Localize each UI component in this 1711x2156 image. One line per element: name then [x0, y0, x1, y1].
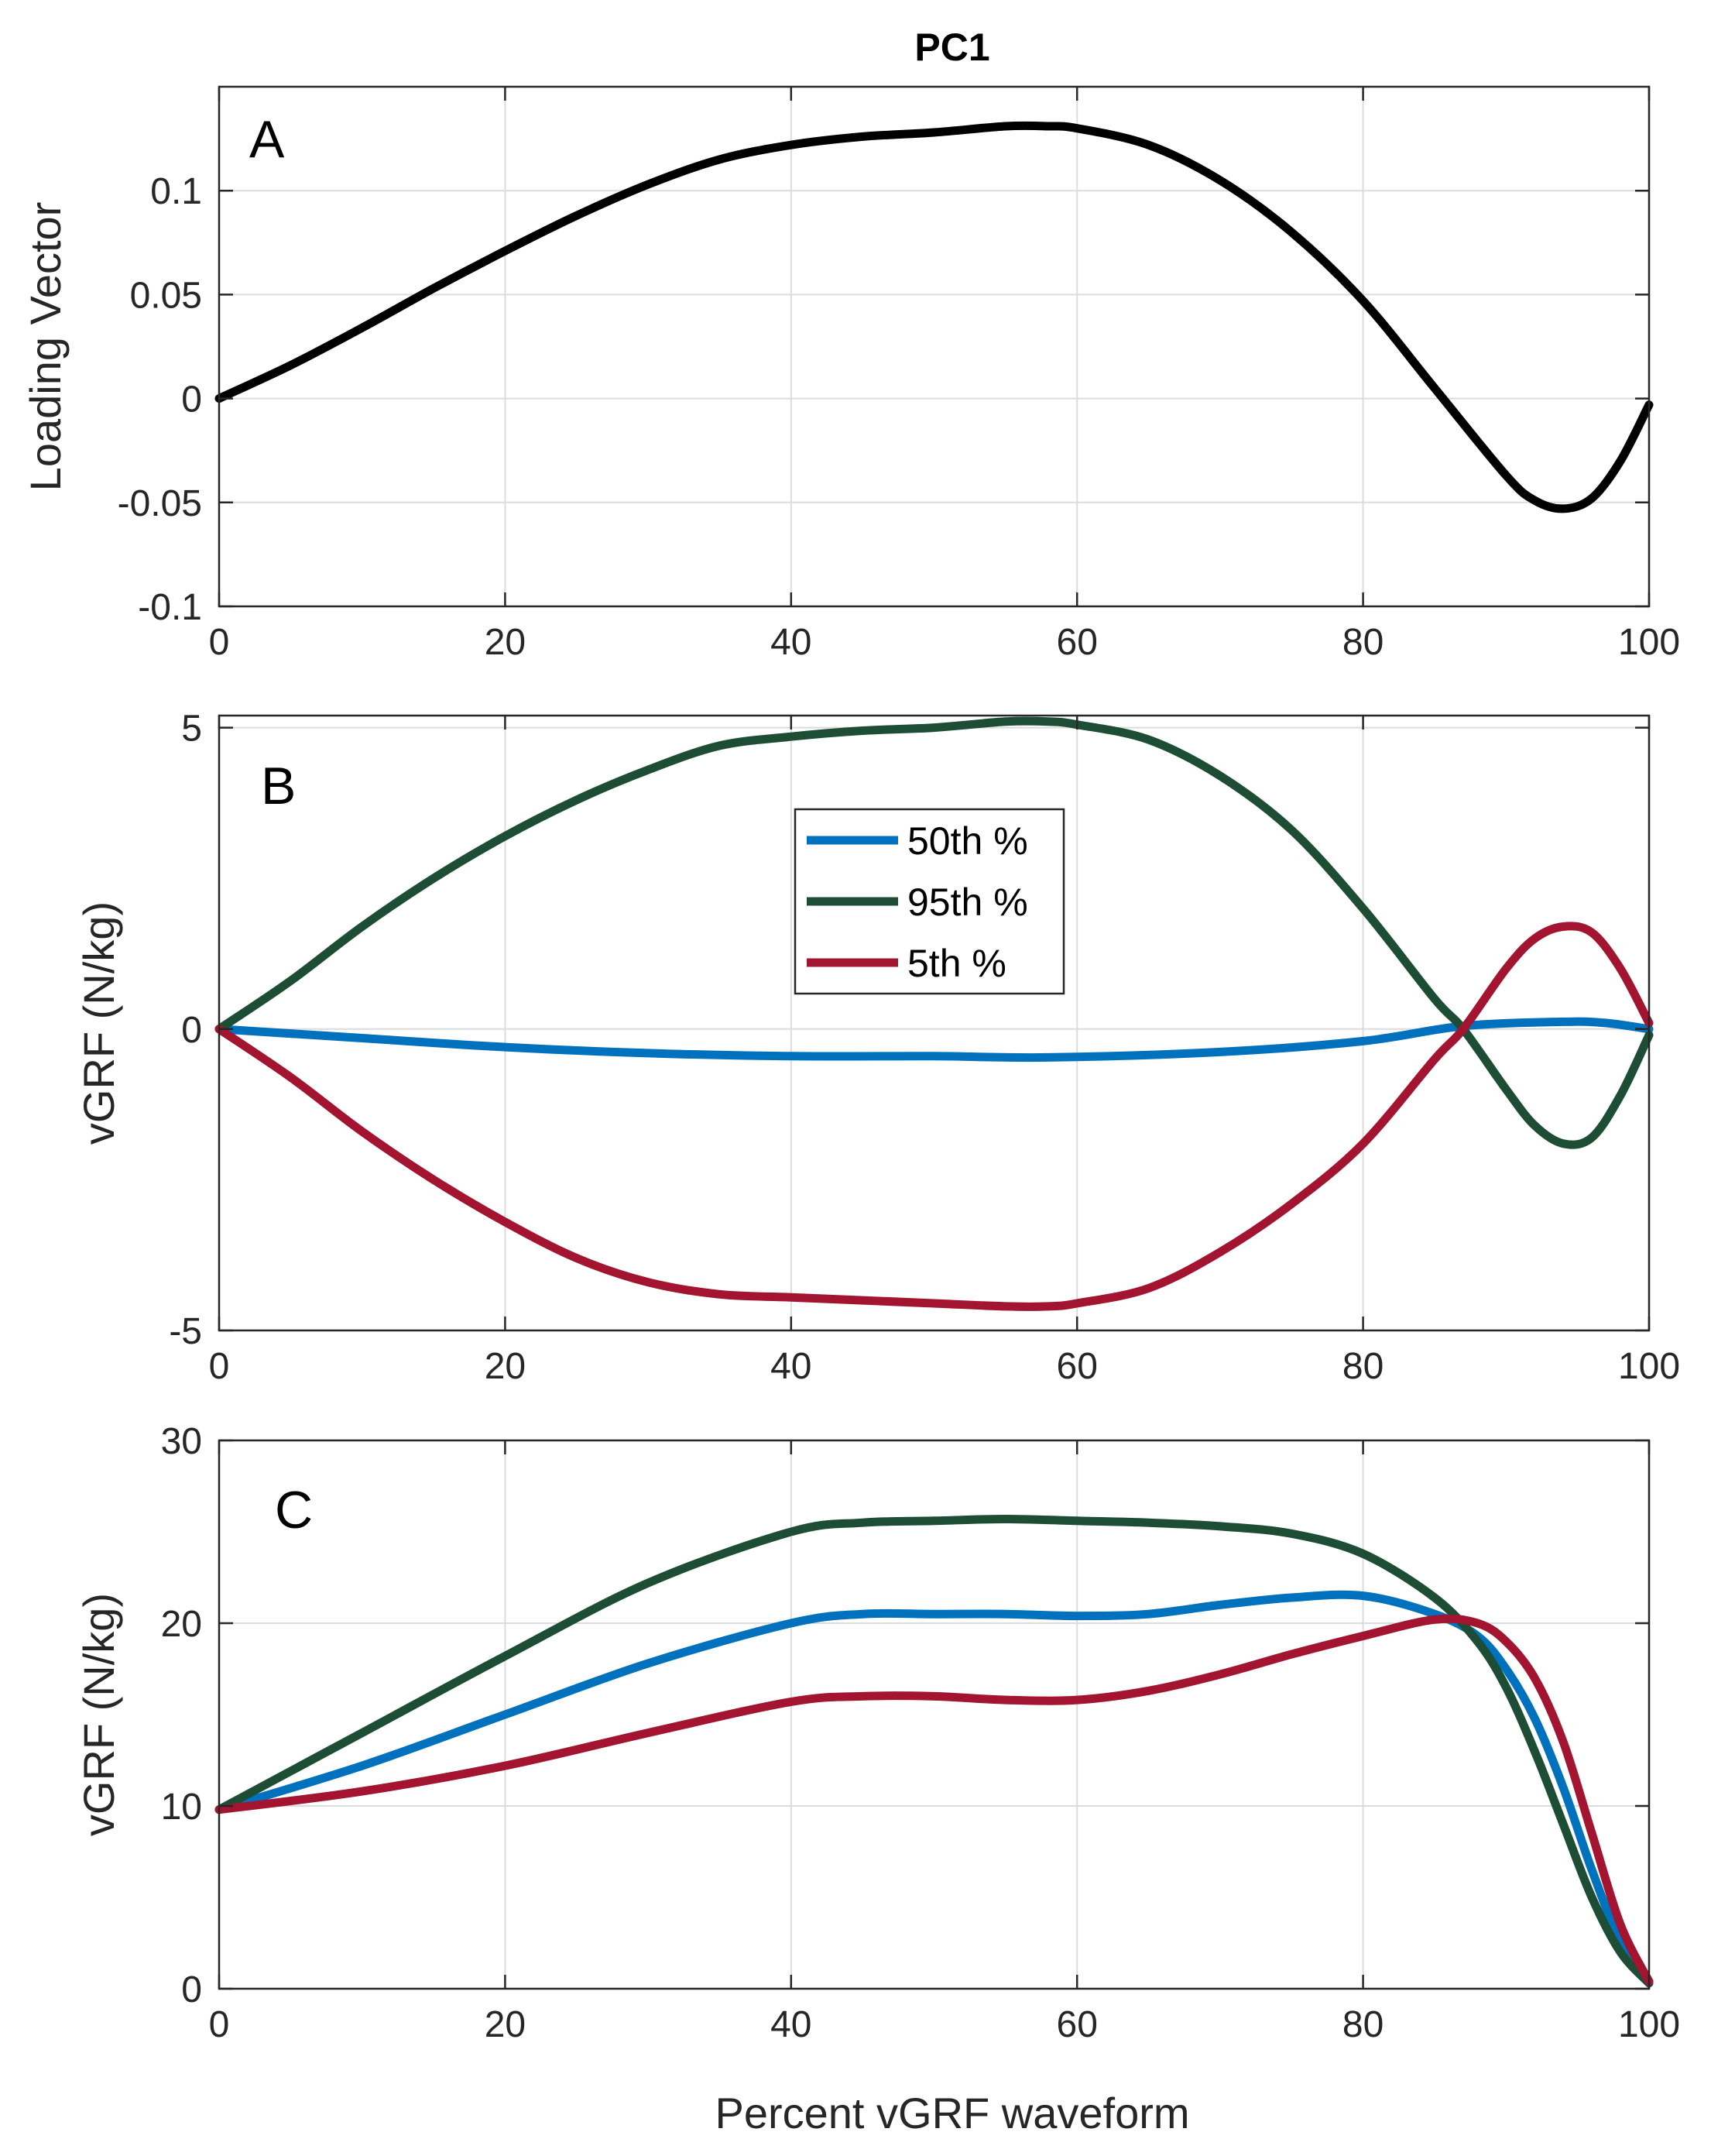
x-tick-label: 40	[770, 2004, 811, 2045]
plot-area-a	[219, 87, 1649, 606]
x-tick-label: 80	[1342, 2004, 1384, 2045]
panel-letter-b: B	[261, 757, 296, 815]
x-tick-label: 80	[1342, 622, 1384, 663]
y-axis-label-b: vGRF (N/kg)	[74, 901, 123, 1145]
x-tick-label: 60	[1057, 1346, 1098, 1387]
series-line-c-95th	[214, 1515, 1654, 1988]
y-tick-label: -0.1	[138, 587, 202, 628]
x-tick-label: 0	[209, 622, 230, 663]
x-axis-label: Percent vGRF waveform	[715, 2089, 1189, 2137]
y-tick-label: 20	[161, 1604, 202, 1645]
y-tick-label: 0.1	[150, 171, 202, 212]
y-tick-label: 5	[181, 709, 202, 750]
panel-c: 0 20 40 60 80 100 0 10 20 30 vGRF (N/kg) C	[74, 1421, 1680, 2045]
x-tick-label: 100	[1618, 2004, 1680, 2045]
legend-label-50th: 50th %	[907, 819, 1028, 863]
y-tick-label: 30	[161, 1421, 202, 1462]
plot-area-c	[219, 1440, 1649, 1989]
legend-label-5th: 5th %	[907, 942, 1006, 985]
y-tick-label: 0	[181, 379, 202, 421]
figure-title: PC1	[914, 26, 989, 69]
x-tick-label: 20	[485, 1346, 526, 1387]
plot-area-b	[219, 716, 1649, 1330]
x-tick-label: 20	[485, 2004, 526, 2045]
series-line-b-5th	[214, 922, 1654, 1311]
y-tick-label: 0.05	[130, 275, 202, 316]
x-tick-label: 0	[209, 1346, 230, 1387]
x-tick-label: 40	[770, 1346, 811, 1387]
series-line-a-loading-vector	[214, 121, 1654, 513]
y-axis-label-c: vGRF (N/kg)	[74, 1593, 123, 1836]
axes-frame-c	[218, 1439, 1651, 1990]
y-tick-label: 0	[181, 1969, 202, 2010]
y-tick-label: 10	[161, 1787, 202, 1828]
y-tick-label: -0.05	[118, 483, 202, 524]
x-tick-label: 100	[1618, 622, 1680, 663]
series-line-c-5th	[214, 1614, 1654, 1986]
panel-letter-a: A	[249, 110, 285, 169]
x-tick-label: 0	[209, 2004, 230, 2045]
y-axis-label-a: Loading Vector	[21, 202, 70, 492]
x-tick-label: 20	[485, 622, 526, 663]
legend-label-95th: 95th %	[907, 881, 1028, 924]
panel-a: 0 20 40 60 80 100 -0.1 -0.05 0 0.05 0.1 Loading Vec…	[21, 85, 1680, 663]
legend: 50th % 95th % 5th %	[794, 808, 1065, 995]
x-tick-label: 40	[770, 622, 811, 663]
x-tick-label: 100	[1618, 1346, 1680, 1387]
y-tick-label: -5	[169, 1311, 202, 1352]
axes-frame-b	[218, 714, 1651, 1332]
x-tick-label: 80	[1342, 1346, 1384, 1387]
series-line-b-95th	[214, 716, 1654, 1149]
axes-frame-a	[218, 85, 1651, 608]
x-tick-label: 60	[1057, 622, 1098, 663]
series-line-c-50th	[214, 1590, 1654, 1986]
x-tick-label: 60	[1057, 2004, 1098, 2045]
series-line-b-50th	[214, 1017, 1654, 1063]
y-tick-label: 0	[181, 1010, 202, 1051]
panel-letter-c: C	[275, 1481, 313, 1540]
